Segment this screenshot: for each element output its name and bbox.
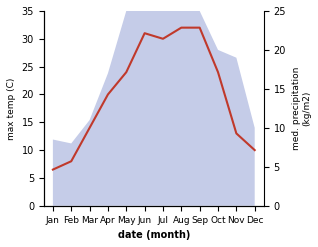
X-axis label: date (month): date (month) bbox=[118, 230, 190, 240]
Y-axis label: med. precipitation
(kg/m2): med. precipitation (kg/m2) bbox=[292, 67, 311, 150]
Y-axis label: max temp (C): max temp (C) bbox=[7, 77, 16, 140]
